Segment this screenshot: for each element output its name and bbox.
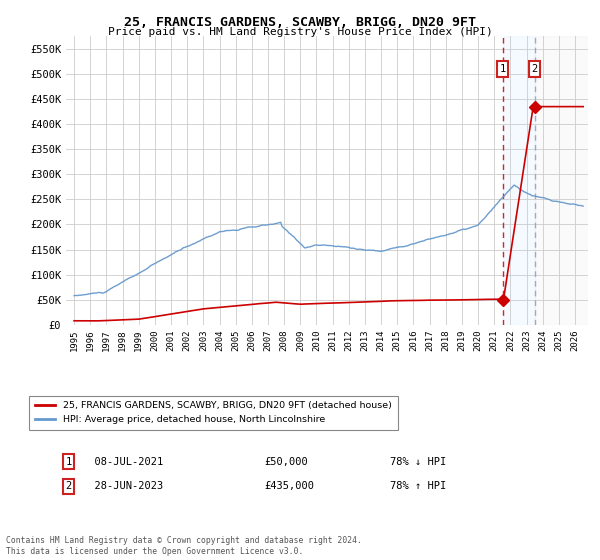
Text: 1: 1 (500, 64, 506, 74)
Bar (535, 36, 588, 325)
Text: 1: 1 (65, 457, 72, 467)
Legend: 25, FRANCIS GARDENS, SCAWBY, BRIGG, DN20 9FT (detached house), HPI: Average pric: 25, FRANCIS GARDENS, SCAWBY, BRIGG, DN20… (29, 395, 398, 430)
Text: £50,000: £50,000 (265, 457, 308, 467)
Bar (503, 36, 535, 325)
Text: 08-JUL-2021: 08-JUL-2021 (82, 457, 163, 467)
Text: Price paid vs. HM Land Registry's House Price Index (HPI): Price paid vs. HM Land Registry's House … (107, 27, 493, 37)
Text: 25, FRANCIS GARDENS, SCAWBY, BRIGG, DN20 9FT: 25, FRANCIS GARDENS, SCAWBY, BRIGG, DN20… (124, 16, 476, 29)
Text: Contains HM Land Registry data © Crown copyright and database right 2024.
This d: Contains HM Land Registry data © Crown c… (6, 536, 362, 556)
Text: £435,000: £435,000 (265, 481, 314, 491)
Text: 78% ↓ HPI: 78% ↓ HPI (389, 457, 446, 467)
Bar (535, 36, 588, 325)
Text: 2: 2 (532, 64, 538, 74)
Text: 2: 2 (65, 481, 72, 491)
Text: 78% ↑ HPI: 78% ↑ HPI (389, 481, 446, 491)
Text: 28-JUN-2023: 28-JUN-2023 (82, 481, 163, 491)
